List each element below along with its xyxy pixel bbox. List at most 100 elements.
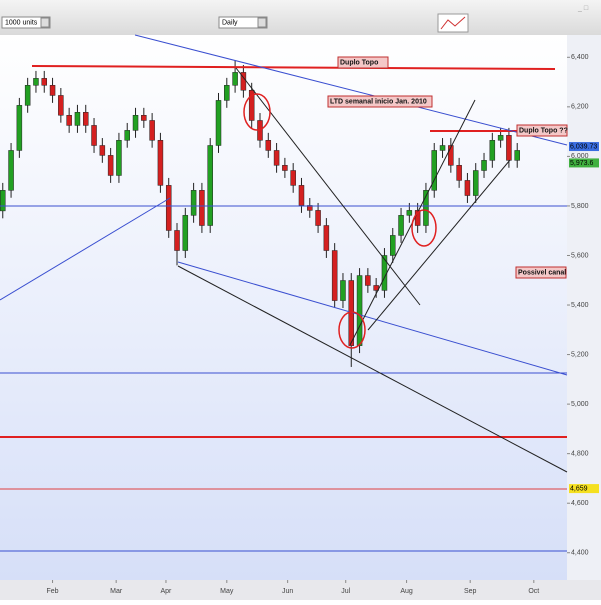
- y-tick-label: 5,600: [571, 252, 589, 259]
- candle-body: [41, 78, 48, 86]
- candle-body: [423, 190, 429, 226]
- candle-body: [282, 165, 288, 171]
- candle-body: [91, 125, 97, 146]
- downtrend-line: [134, 34, 568, 146]
- candle-body: [174, 230, 180, 251]
- candle-body: [489, 140, 496, 161]
- y-tick-label: 6,000: [571, 153, 589, 160]
- y-tick-label: 5,200: [571, 351, 589, 358]
- price-label-box: [569, 158, 599, 168]
- y-tick-label: 5,000: [571, 401, 589, 408]
- candle-body: [116, 140, 122, 176]
- annotation: Possivel canal: [518, 269, 566, 276]
- candle-body: [506, 135, 512, 161]
- x-tick-label: Aug: [400, 588, 413, 595]
- period-text: Daily: [222, 19, 238, 26]
- y-tick-label: 5,800: [571, 203, 589, 210]
- x-tick-label: Mar: [110, 588, 123, 595]
- candle-body: [356, 275, 363, 346]
- toolbar: 1000 units Daily _ □: [0, 0, 601, 35]
- highlight-circle: [411, 209, 437, 247]
- price-label: 5,973.6: [570, 160, 593, 167]
- candle-body: [290, 170, 296, 186]
- candle-body: [315, 210, 321, 226]
- candle-body: [8, 150, 14, 191]
- candle-body: [431, 150, 437, 191]
- y-tick-label: 4,600: [571, 500, 589, 507]
- candle-body: [273, 150, 280, 166]
- toolbar-bg: [0, 0, 601, 35]
- candle-body: [224, 85, 230, 101]
- candle-body: [141, 115, 147, 121]
- candle-body: [157, 140, 164, 186]
- candle-body: [107, 155, 114, 176]
- candle-body: [24, 85, 31, 106]
- candle-body: [406, 210, 413, 216]
- price-label-box: [569, 142, 599, 152]
- candle-body: [149, 120, 155, 141]
- candle-body: [331, 250, 338, 301]
- y-tick-label: 4,800: [571, 451, 589, 458]
- candle-body: [448, 145, 454, 166]
- candle-body: [390, 235, 396, 256]
- candle-body: [365, 275, 371, 286]
- highlight-circle: [243, 93, 271, 131]
- candle-body: [472, 170, 479, 196]
- price-label-box: [569, 484, 599, 494]
- candle-body: [124, 130, 130, 141]
- annotation-box: [337, 56, 389, 69]
- candle-body: [199, 190, 205, 226]
- candle-body: [215, 100, 222, 146]
- candle-body: [165, 185, 172, 231]
- candle-body: [340, 280, 346, 301]
- annotation-box: [516, 124, 568, 137]
- x-tick-label: Sep: [464, 588, 477, 595]
- channel-line: [177, 261, 568, 376]
- dropdown-arrow[interactable]: [257, 17, 267, 28]
- candle-body: [16, 105, 23, 151]
- units-text: 1000 units: [5, 19, 38, 26]
- candle-body: [33, 78, 39, 86]
- resistance-line: [31, 65, 556, 70]
- candle-body: [248, 89, 255, 121]
- candle-body: [0, 190, 6, 212]
- chart-icon[interactable]: [437, 13, 469, 33]
- trend-line: [0, 197, 171, 301]
- x-tick-label: Feb: [47, 588, 59, 595]
- candle-body: [66, 115, 72, 126]
- candle-body: [456, 165, 462, 181]
- y-tick-label: 5,400: [571, 302, 589, 309]
- annotation: Duplo Topo: [340, 59, 378, 66]
- candle-body: [439, 145, 446, 151]
- overlay: 4,400 4,600 4,800 5,000 5,200 5,400 5,600 5,800…: [47, 54, 599, 595]
- window-buttons[interactable]: _ □: [577, 5, 589, 12]
- candle-body: [49, 85, 56, 96]
- candle-body: [232, 72, 238, 86]
- candle-body: [132, 115, 139, 131]
- channel-line: [177, 265, 568, 473]
- x-tick-label: Apr: [160, 588, 172, 595]
- annotation: Duplo Topo ??: [519, 127, 568, 134]
- candle-body: [58, 95, 64, 116]
- x-tick-label: Jun: [282, 588, 293, 595]
- x-tick-label: Jul: [341, 588, 350, 595]
- price-label: 6,039.73: [570, 143, 597, 150]
- annotation-box: [327, 95, 433, 108]
- highlight-circle: [338, 311, 366, 349]
- y-tick-label: 6,400: [571, 54, 589, 61]
- candle-body: [99, 145, 106, 156]
- trend-line: [367, 159, 511, 331]
- candle-body: [74, 112, 81, 126]
- marks: [0, 56, 570, 583]
- candle-body: [464, 180, 471, 196]
- units-select[interactable]: [1, 16, 51, 29]
- candle-body: [207, 145, 213, 226]
- period-select[interactable]: [218, 16, 268, 29]
- dropdown-arrow[interactable]: [40, 17, 50, 28]
- candle-body: [182, 215, 189, 251]
- candle-body: [514, 150, 520, 161]
- y-tick-label: 6,200: [571, 104, 589, 111]
- candle-body: [481, 160, 487, 171]
- price-label: 4,659: [570, 485, 588, 492]
